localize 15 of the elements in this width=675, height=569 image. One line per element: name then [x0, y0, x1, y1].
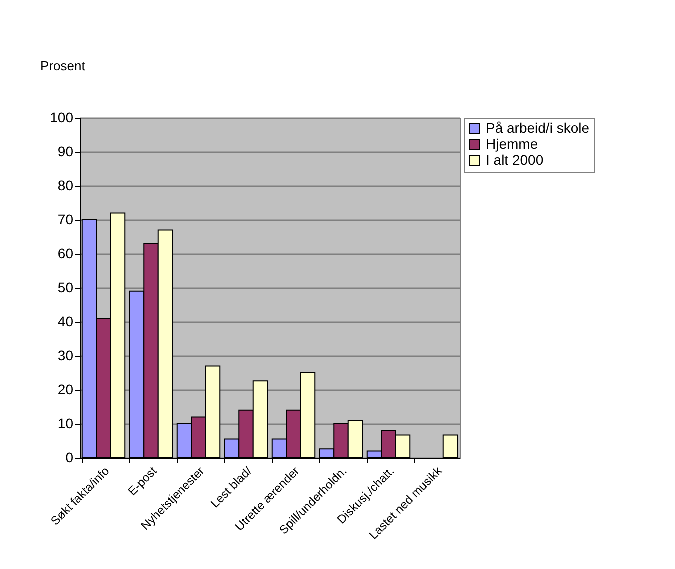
legend-label: I alt 2000	[486, 152, 544, 168]
y-tick-label: 50	[58, 280, 74, 296]
y-tick-label: 100	[50, 110, 74, 126]
y-tick-label: 60	[58, 246, 74, 262]
y-axis-title: Prosent	[40, 58, 86, 74]
legend-label: På arbeid/i skole	[486, 120, 590, 136]
legend-label: Hjemme	[486, 136, 538, 152]
y-tick-label: 40	[58, 314, 74, 330]
y-tick-label: 90	[58, 144, 74, 160]
y-tick-label: 0	[66, 450, 74, 466]
y-tick-label: 30	[58, 348, 74, 364]
y-tick-label: 70	[58, 212, 74, 228]
y-tick-label: 10	[58, 416, 74, 432]
y-tick-label: 20	[58, 382, 74, 398]
y-tick-label: 80	[58, 178, 74, 194]
